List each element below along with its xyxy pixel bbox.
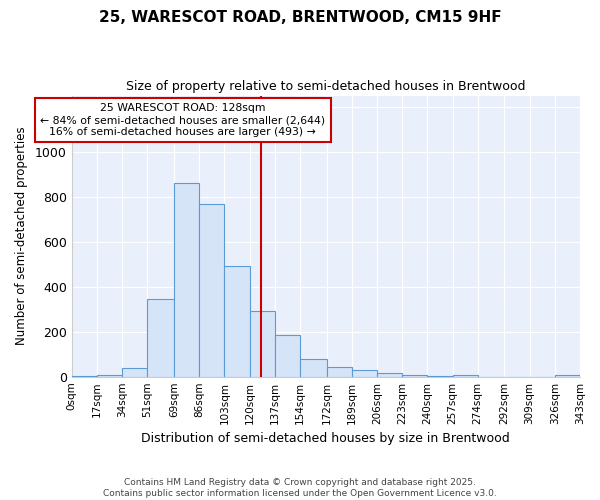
Bar [326, 367, 352, 376]
Bar [352, 370, 377, 376]
Bar [555, 375, 580, 376]
Bar [122, 368, 147, 376]
Bar [275, 335, 300, 376]
X-axis label: Distribution of semi-detached houses by size in Brentwood: Distribution of semi-detached houses by … [142, 432, 510, 445]
Bar [199, 204, 224, 376]
Bar [300, 358, 326, 376]
Bar [97, 375, 122, 376]
Bar [377, 373, 402, 376]
Y-axis label: Number of semi-detached properties: Number of semi-detached properties [15, 127, 28, 346]
Text: Contains HM Land Registry data © Crown copyright and database right 2025.
Contai: Contains HM Land Registry data © Crown c… [103, 478, 497, 498]
Bar [174, 184, 199, 376]
Bar [402, 375, 427, 376]
Bar [452, 375, 478, 376]
Bar [147, 299, 174, 376]
Text: 25, WARESCOT ROAD, BRENTWOOD, CM15 9HF: 25, WARESCOT ROAD, BRENTWOOD, CM15 9HF [98, 10, 502, 25]
Bar [250, 312, 275, 376]
Bar [224, 266, 250, 376]
Title: Size of property relative to semi-detached houses in Brentwood: Size of property relative to semi-detach… [126, 80, 526, 93]
Text: 25 WARESCOT ROAD: 128sqm
← 84% of semi-detached houses are smaller (2,644)
16% o: 25 WARESCOT ROAD: 128sqm ← 84% of semi-d… [40, 104, 325, 136]
